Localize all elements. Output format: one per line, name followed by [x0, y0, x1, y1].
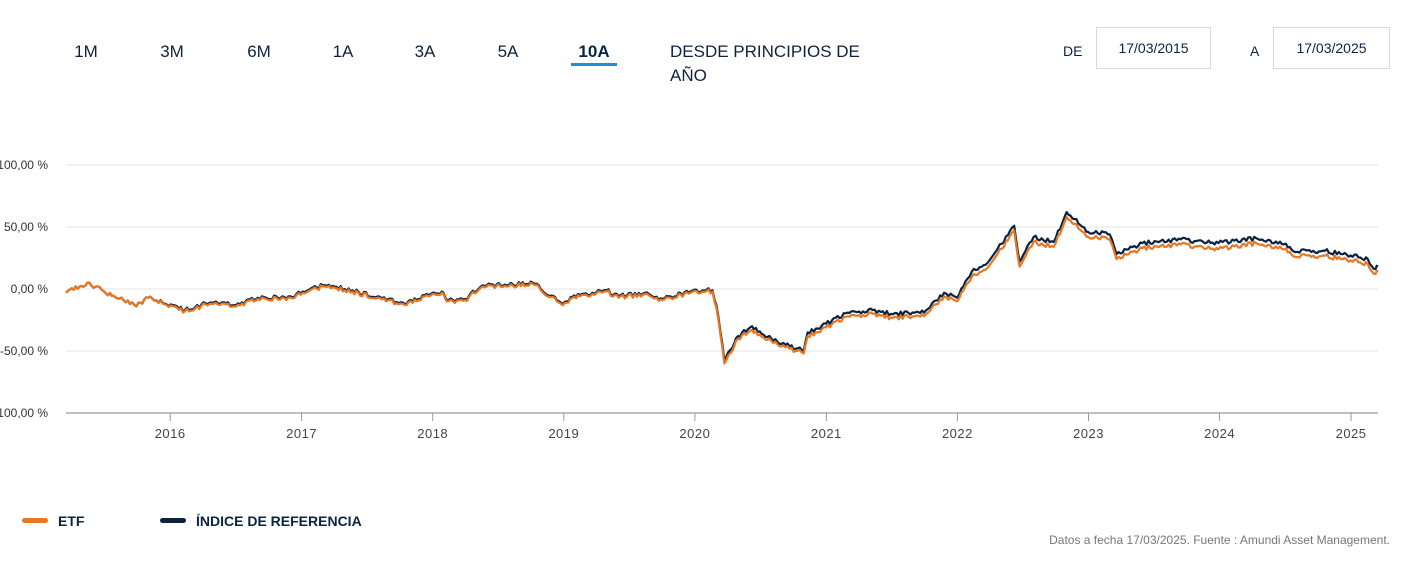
from-date-label: DE [1063, 43, 1083, 59]
range-button-3m[interactable]: 3M [160, 42, 184, 61]
legend-item-index[interactable]: ÍNDICE DE REFERENCIA [160, 512, 362, 530]
y-tick-label: 0,00 % [11, 282, 49, 296]
x-tick-label: 2024 [1204, 426, 1235, 441]
chart-series [65, 211, 1379, 365]
x-tick-label: 2018 [417, 426, 448, 441]
range-button-1a[interactable]: 1A [332, 42, 354, 61]
x-axis-ticks: 2016 2017 2018 2019 2020 2021 2022 2023 2024 2025 [155, 413, 1367, 441]
range-button-5a[interactable]: 5A [497, 42, 519, 61]
range-selector: 1M 3M 6M 1A 3A 5A 10A DESDE PRINCIPIOS D… [0, 0, 1422, 100]
x-tick-label: 2017 [286, 426, 317, 441]
x-tick-label: 2020 [679, 426, 710, 441]
y-axis-ticks: -100,00 % -50,00 % 0,00 % 50,00 % 100,00 % [0, 158, 48, 420]
legend-item-etf[interactable]: ETF [22, 512, 84, 530]
y-tick-label: -50,00 % [0, 344, 48, 358]
range-button-10a[interactable]: 10A [571, 40, 617, 66]
legend-label-etf: ETF [58, 512, 85, 529]
range-button-1m[interactable]: 1M [74, 42, 98, 61]
y-tick-label: 50,00 % [4, 220, 48, 234]
x-tick-label: 2019 [548, 426, 579, 441]
legend-swatch-etf [22, 518, 48, 524]
range-button-6m[interactable]: 6M [247, 42, 271, 61]
y-tick-label: 100,00 % [0, 158, 48, 172]
from-date-input[interactable] [1096, 27, 1211, 69]
series-line-etf [65, 216, 1379, 365]
source-note: Datos a fecha 17/03/2025. Fuente : Amund… [1049, 533, 1390, 547]
range-button-ytd[interactable]: DESDE PRINCIPIOS DE AÑO [670, 42, 860, 85]
performance-line-chart: -100,00 % -50,00 % 0,00 % 50,00 % 100,00 % 2… [0, 158, 1379, 441]
x-tick-label: 2025 [1336, 426, 1367, 441]
x-tick-label: 2023 [1073, 426, 1104, 441]
chart-grid [66, 164, 1378, 414]
legend-swatch-index [160, 518, 186, 524]
range-button-3a[interactable]: 3A [414, 42, 436, 61]
y-tick-label: -100,00 % [0, 406, 48, 420]
series-line-index [65, 211, 1379, 361]
legend-label-index: ÍNDICE DE REFERENCIA [196, 512, 362, 529]
to-date-label: A [1250, 43, 1260, 59]
x-tick-label: 2016 [155, 426, 186, 441]
x-tick-label: 2022 [942, 426, 973, 441]
to-date-input[interactable] [1273, 27, 1390, 69]
x-tick-label: 2021 [811, 426, 842, 441]
